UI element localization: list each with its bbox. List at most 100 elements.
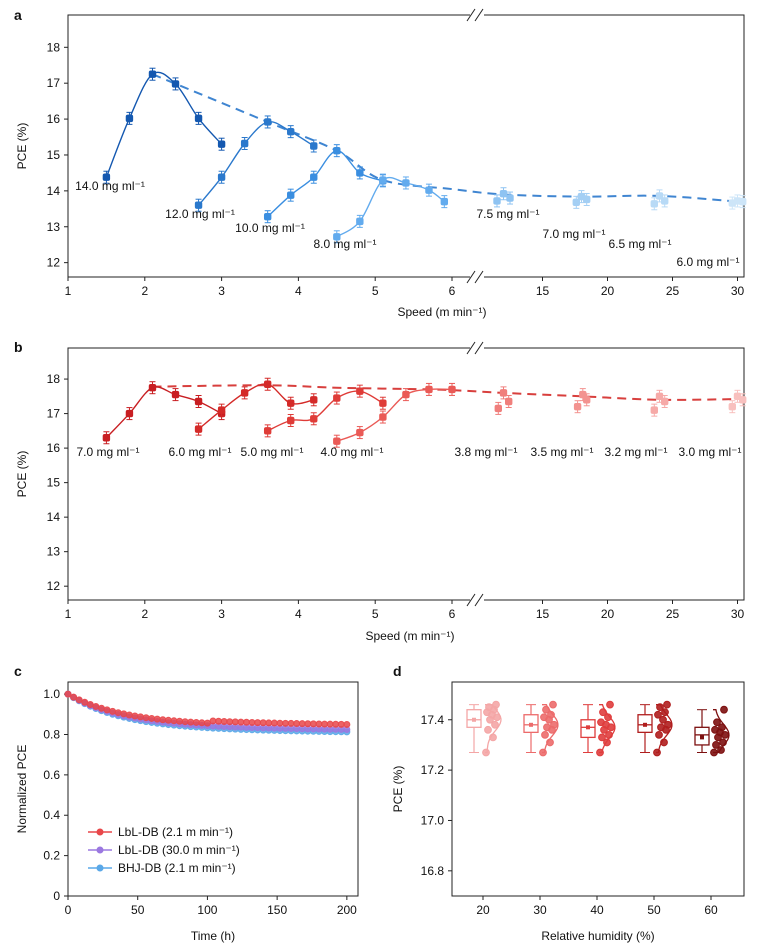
data-point xyxy=(661,197,669,205)
x-tick-label: 1 xyxy=(65,284,72,298)
data-point xyxy=(64,690,72,698)
x-tick-label: 50 xyxy=(647,903,661,917)
x-tick-label: 40 xyxy=(590,903,604,917)
data-point xyxy=(402,179,410,187)
data-point xyxy=(604,713,612,722)
series-label: 5.0 mg ml⁻¹ xyxy=(240,445,303,459)
x-tick-label: 200 xyxy=(337,903,357,917)
data-point xyxy=(159,716,167,724)
data-point xyxy=(717,746,725,754)
data-point xyxy=(492,700,500,709)
data-point xyxy=(131,712,139,720)
data-point xyxy=(499,190,508,198)
series-label: 3.2 mg ml⁻¹ xyxy=(604,445,667,459)
panel-a-xlabel: Speed (m min⁻¹) xyxy=(397,305,486,319)
x-tick-label: 3 xyxy=(218,284,225,298)
data-point xyxy=(573,402,582,411)
series-label: 14.0 mg ml⁻¹ xyxy=(75,179,145,193)
series-label: 12.0 mg ml⁻¹ xyxy=(165,207,235,221)
box-mean xyxy=(700,735,704,740)
series-label: 8.0 mg ml⁻¹ xyxy=(313,237,376,251)
data-point xyxy=(710,748,718,757)
data-point xyxy=(194,425,203,433)
y-tick-label: 16 xyxy=(47,112,61,126)
panel-c-xlabel: Time (h) xyxy=(191,929,235,943)
data-point xyxy=(660,738,668,747)
y-tick-label: 16 xyxy=(47,441,61,455)
y-tick-label: 17.2 xyxy=(421,763,445,777)
y-tick-label: 15 xyxy=(47,476,61,490)
x-tick-label: 15 xyxy=(536,607,550,621)
data-point xyxy=(75,696,83,704)
x-tick-label: 4 xyxy=(295,607,302,621)
data-point xyxy=(664,720,672,729)
box-mean xyxy=(643,722,647,727)
axis-break-mark xyxy=(474,8,484,22)
x-tick-label: 4 xyxy=(295,284,302,298)
data-point xyxy=(379,176,387,184)
data-point xyxy=(494,404,503,413)
y-tick-label: 15 xyxy=(47,148,61,162)
panel-b-xlabel: Speed (m min⁻¹) xyxy=(365,629,454,643)
axis-break-mark xyxy=(466,8,476,22)
data-point xyxy=(287,191,295,199)
series-line xyxy=(198,383,314,430)
x-tick-label: 15 xyxy=(536,284,550,298)
data-point xyxy=(356,387,364,395)
y-tick-label: 17.4 xyxy=(421,713,445,727)
data-point xyxy=(597,718,605,727)
y-tick-label: 17 xyxy=(47,407,61,421)
data-point xyxy=(489,733,497,742)
series-label: 3.0 mg ml⁻¹ xyxy=(678,445,741,459)
y-tick-label: 18 xyxy=(47,40,61,54)
data-point xyxy=(599,708,607,717)
x-tick-label: 5 xyxy=(372,607,379,621)
x-tick-label: 50 xyxy=(131,903,145,917)
data-point xyxy=(379,413,387,421)
box-mean xyxy=(472,717,476,722)
data-point xyxy=(663,700,671,709)
series-label: 7.0 mg ml⁻¹ xyxy=(542,227,605,241)
data-point xyxy=(333,394,341,402)
y-tick-label: 14 xyxy=(47,184,61,198)
data-point xyxy=(440,197,449,206)
data-point xyxy=(102,173,111,181)
x-tick-label: 20 xyxy=(601,284,615,298)
series-label: 10.0 mg ml⁻¹ xyxy=(235,221,305,235)
data-point xyxy=(718,723,726,732)
data-point xyxy=(263,118,272,126)
data-point xyxy=(546,738,554,747)
panel-d-ylabel: PCE (%) xyxy=(391,766,405,813)
data-point xyxy=(655,392,664,401)
box-mean xyxy=(529,722,533,727)
data-point xyxy=(493,197,501,205)
data-point xyxy=(263,213,272,221)
x-tick-label: 100 xyxy=(197,903,217,917)
series-line xyxy=(105,386,222,439)
data-point xyxy=(356,169,364,177)
panel-a-frame xyxy=(67,14,745,278)
panel-c-ylabel: Normalized PCE xyxy=(15,745,29,834)
data-point xyxy=(137,713,144,721)
data-point xyxy=(217,173,226,181)
data-point xyxy=(656,703,664,712)
data-point xyxy=(583,195,591,204)
x-tick-label: 5 xyxy=(372,284,379,298)
data-point xyxy=(712,741,720,749)
data-point xyxy=(333,437,341,445)
y-tick-label: 0 xyxy=(53,889,60,903)
data-point xyxy=(506,194,514,202)
data-point xyxy=(103,706,111,714)
y-tick-label: 17.0 xyxy=(421,813,445,827)
series-label: 6.0 mg ml⁻¹ xyxy=(168,445,231,459)
trend-line xyxy=(152,73,738,203)
axis-break-mark xyxy=(474,341,484,355)
data-point xyxy=(97,704,105,712)
data-point xyxy=(148,383,157,392)
panel-d-xlabel: Relative humidity (%) xyxy=(541,929,654,943)
data-point xyxy=(263,380,272,388)
data-point xyxy=(598,733,606,742)
data-point xyxy=(109,707,117,715)
series-line xyxy=(105,71,223,178)
